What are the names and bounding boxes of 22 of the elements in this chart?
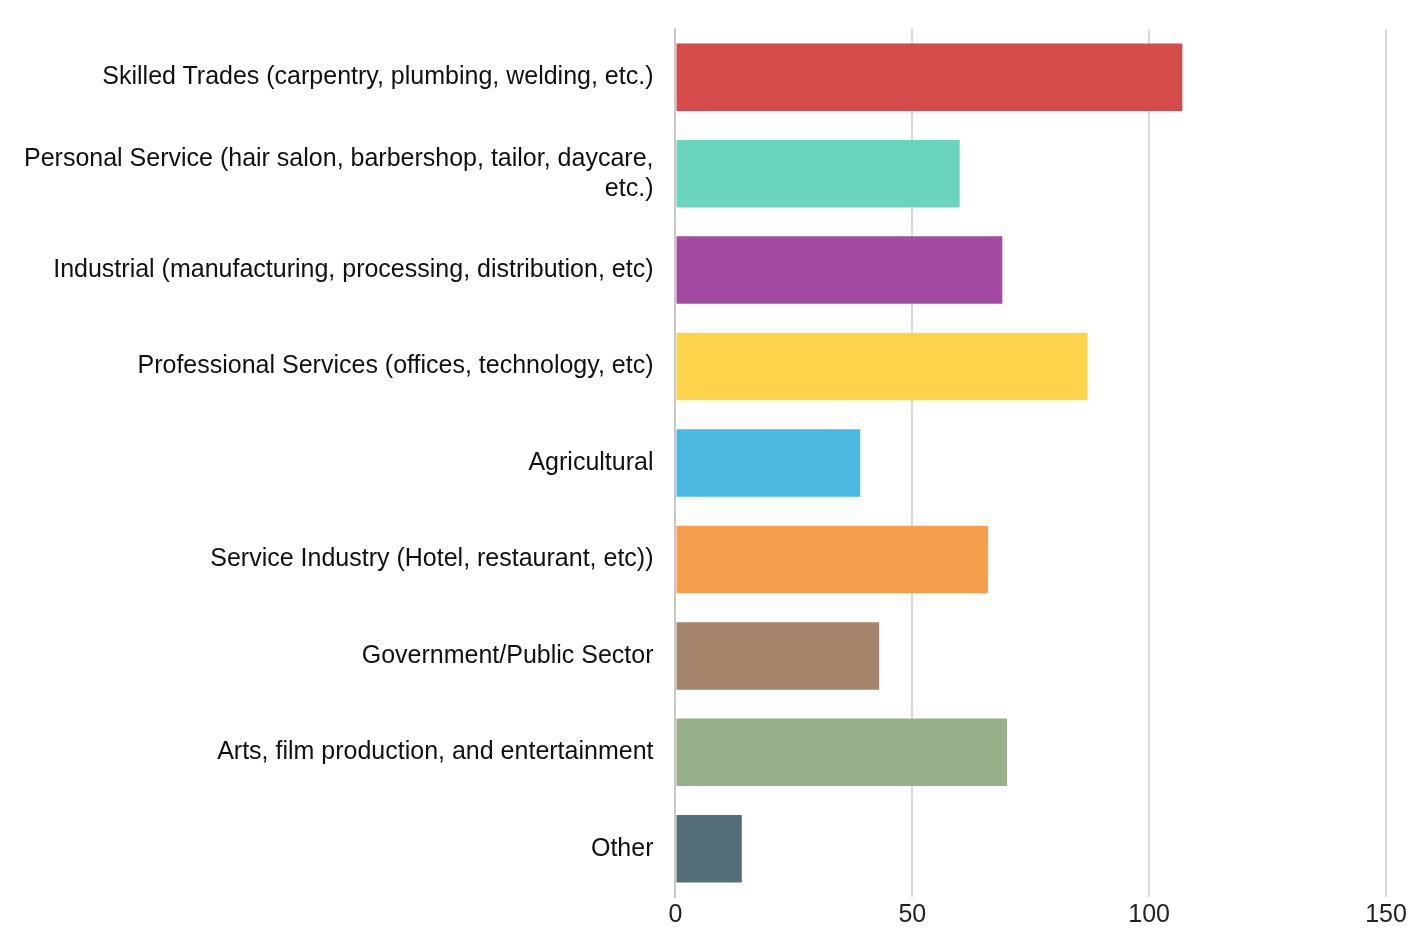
- y-tick-label: Professional Services (offices, technology, etc): [137, 350, 654, 379]
- bar: [676, 525, 989, 594]
- bar: [676, 622, 880, 690]
- bar: [676, 236, 1003, 304]
- y-tick-label: Personal Service (hair salon, barbershop, tailor, daycare, etc.): [23, 142, 654, 201]
- bar: [676, 43, 1183, 111]
- x-tick-label: 100: [1128, 898, 1171, 927]
- y-tick-label: Industrial (manufacturing, processing, distribution, etc): [53, 254, 654, 282]
- bar: [676, 718, 1008, 787]
- y-tick-label: Agricultural: [528, 446, 654, 475]
- bar: [676, 332, 1088, 401]
- bar: [676, 139, 960, 208]
- x-tick-label: 150: [1365, 898, 1407, 927]
- y-tick-label: Government/Public Sector: [361, 639, 654, 668]
- bar: [676, 815, 742, 883]
- y-tick-label: Other: [590, 832, 654, 861]
- y-tick-label: Service Industry (Hotel, restaurant, etc)): [210, 543, 654, 572]
- x-tick-label: 50: [898, 898, 927, 927]
- x-tick-label: 0: [668, 898, 683, 927]
- y-tick-label: Skilled Trades (carpentry, plumbing, welding, etc.): [102, 61, 654, 90]
- bar: [676, 429, 861, 497]
- y-tick-label: Arts, film production, and entertainment: [217, 736, 654, 765]
